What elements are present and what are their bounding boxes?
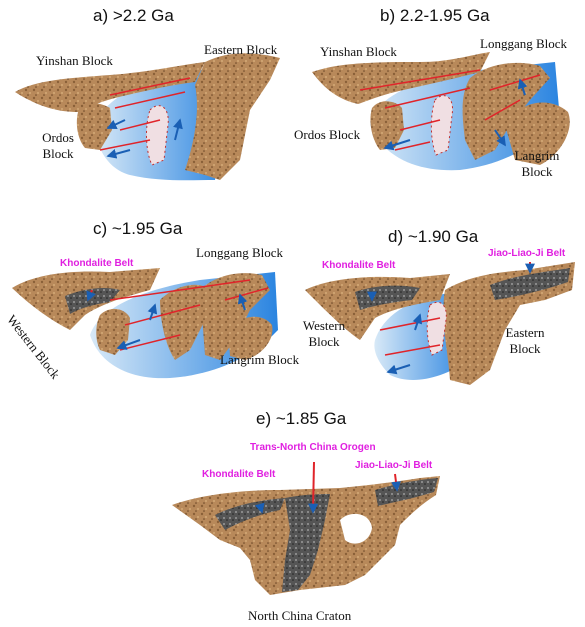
panel-e-craton-label: North China Craton <box>248 608 352 623</box>
panel-c-khondalite-pointer <box>86 289 96 302</box>
panel-d-jiao-label: Jiao-Liao-Ji Belt <box>488 248 566 259</box>
panel-e-trans-north-china-orogen <box>282 494 330 592</box>
panel-a-arrow <box>106 148 131 159</box>
panel-b-title: b) 2.2-1.95 Ga <box>380 6 490 25</box>
panel-b-arrow <box>494 129 506 147</box>
panel-a-eastern-label: Eastern Block <box>204 42 278 57</box>
panel-b-longgang-block <box>462 62 550 161</box>
panel-c-faults <box>109 279 269 351</box>
panel-b-arc <box>430 95 454 156</box>
panel-e-trans-pointer <box>308 461 319 514</box>
panel-c-map <box>12 268 278 379</box>
panel-d-title: d) ~1.90 Ga <box>388 227 479 246</box>
panel-a-yinshan-block <box>15 62 205 112</box>
panel-b-map <box>312 52 570 171</box>
panel-c-longgang-block <box>200 273 270 360</box>
panel-a-yinshan-label: Yinshan Block <box>36 53 113 68</box>
panel-d-faults <box>379 317 441 356</box>
panel-e-map <box>172 461 440 595</box>
panel-a-arrow <box>106 119 126 129</box>
panel-b-langrim-label-2: Block <box>521 164 553 179</box>
panel-b-ordos-block <box>370 101 404 150</box>
panel-e-khondalite-label: Khondalite Belt <box>202 469 276 480</box>
panel-a-title: a) >2.2 Ga <box>93 6 174 25</box>
panel-e-bay <box>340 513 372 544</box>
panel-b-yinshan-label: Yinshan Block <box>320 44 397 59</box>
panel-b-ordos-label: Ordos Block <box>294 127 361 142</box>
panel-d-jiao-liao-ji-belt <box>490 268 570 300</box>
panel-a-map <box>15 53 280 181</box>
panel-d-khondalite-label: Khondalite Belt <box>322 260 396 271</box>
panel-a-eastern-block <box>185 53 280 181</box>
panel-d-western-label-1: Western <box>302 318 346 333</box>
panel-a-arrow <box>173 118 183 141</box>
panel-c-central-block <box>160 284 210 360</box>
panel-a-ordos-label-1: Ordos <box>42 130 74 145</box>
panel-b-langrim-block <box>505 102 570 165</box>
panel-a-ordos-block <box>76 103 112 150</box>
panel-d-western-label-2: Block <box>308 334 340 349</box>
panel-d-eastern-label-1: Eastern <box>505 325 545 340</box>
panel-d-eastern-label-2: Block <box>509 341 541 356</box>
panel-d-map <box>305 262 575 385</box>
panel-e-jiao-liao-ji-belt <box>375 478 438 506</box>
panel-b-langrim-label-1: Langrim <box>514 148 560 163</box>
panel-c-langrim-block <box>228 316 273 360</box>
panel-c-longgang-label: Longgang Block <box>196 245 284 260</box>
panel-e-jiao-label: Jiao-Liao-Ji Belt <box>355 460 433 471</box>
panel-a-faults <box>99 77 191 151</box>
panel-c-khondalite-label: Khondalite Belt <box>60 258 134 269</box>
panel-e-trans-label: Trans-North China Orogen <box>250 442 376 453</box>
panel-e-khondalite-belt <box>215 498 285 530</box>
panel-c-langrim-label: Langrim Block <box>220 352 300 367</box>
panel-e-khondalite-pointer <box>254 502 265 514</box>
panel-b-longgang-label: Longgang Block <box>480 36 568 51</box>
panel-c-arrow <box>237 293 248 311</box>
panel-b-faults <box>359 69 541 151</box>
panel-a-arc <box>146 105 169 166</box>
panel-d-eastern-block <box>443 262 575 385</box>
panel-b-arrow <box>383 139 411 151</box>
panel-e-title: e) ~1.85 Ga <box>256 409 347 428</box>
panel-d-arrow <box>386 364 411 375</box>
panel-a-ordos-label-2: Block <box>42 146 74 161</box>
panel-c-title: c) ~1.95 Ga <box>93 219 183 238</box>
panel-e-jiao-pointer <box>391 473 401 492</box>
panel-c-arrow <box>116 339 141 350</box>
panel-c-arrow <box>147 303 158 321</box>
panel-d-arrow <box>412 313 423 331</box>
panel-b-yinshan-block <box>312 52 490 104</box>
panel-b-arrow <box>517 78 528 96</box>
